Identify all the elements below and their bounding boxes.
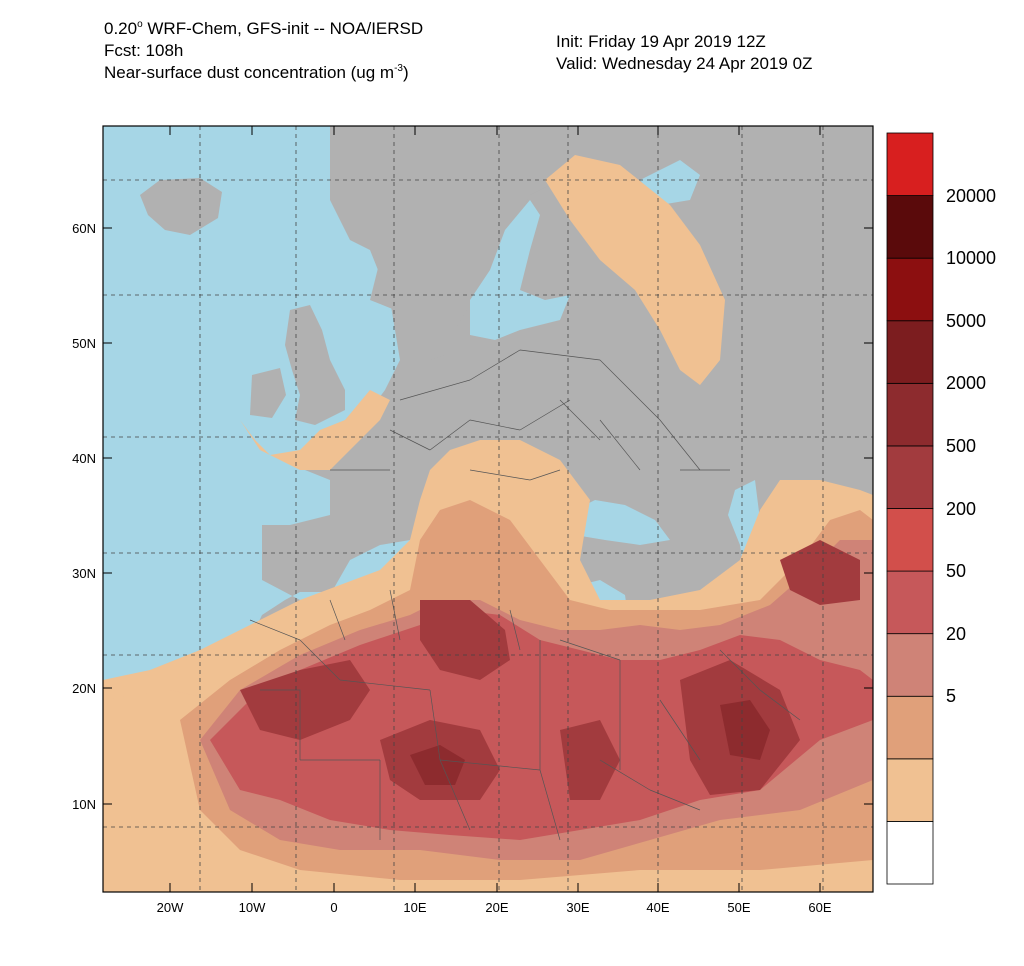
lat-label: 30N bbox=[72, 566, 96, 581]
dust-level-2000-chad bbox=[410, 745, 465, 785]
latitude-ticks: 60N 50N 40N 30N 20N 10N bbox=[72, 221, 873, 812]
colorbar-segment bbox=[886, 320, 934, 384]
colorbar-segment bbox=[886, 132, 934, 196]
longitude-ticks: 20W 10W 0 10E 20E 30E 40E 50E 60E bbox=[157, 126, 832, 915]
border-lines bbox=[330, 349, 730, 481]
dust-level-500-sahara bbox=[240, 660, 370, 740]
lat-label: 40N bbox=[72, 451, 96, 466]
colorbar bbox=[886, 132, 934, 885]
lon-label: 50E bbox=[727, 900, 750, 915]
header-right: Init: Friday 19 Apr 2019 12Z Valid: Wedn… bbox=[556, 31, 812, 75]
dust-level-500-iran bbox=[780, 540, 860, 605]
colorbar-label: 20 bbox=[946, 623, 967, 644]
map-field bbox=[103, 126, 873, 892]
lon-label: 20E bbox=[485, 900, 508, 915]
colorbar-segment bbox=[886, 821, 934, 885]
dust-level-2000-arabia bbox=[720, 700, 770, 760]
colorbar-segment bbox=[886, 758, 934, 822]
dust-level-5-russia bbox=[545, 155, 725, 385]
valid-time: Valid: Wednesday 24 Apr 2019 0Z bbox=[556, 54, 813, 73]
lon-label: 10W bbox=[239, 900, 266, 915]
lat-label: 50N bbox=[72, 336, 96, 351]
graticule bbox=[103, 126, 873, 892]
lon-label: 20W bbox=[157, 900, 184, 915]
dust-level-500-sudan bbox=[560, 720, 620, 800]
colorbar-segment bbox=[886, 695, 934, 760]
sea-black bbox=[565, 500, 670, 545]
colorbar-label: 5 bbox=[946, 686, 957, 707]
lon-label: 10E bbox=[403, 900, 426, 915]
init-time: Init: Friday 19 Apr 2019 12Z bbox=[556, 32, 766, 51]
land-britain bbox=[285, 305, 345, 425]
dust-level-500-libya bbox=[420, 600, 510, 680]
colorbar-segment bbox=[886, 382, 934, 447]
lon-label: 60E bbox=[808, 900, 831, 915]
land-iceland bbox=[140, 178, 222, 235]
colorbar-label: 2000 bbox=[946, 373, 987, 394]
colorbar-segment bbox=[886, 257, 934, 322]
lon-label: 0 bbox=[330, 900, 337, 915]
colorbar-label: 20000 bbox=[946, 185, 997, 206]
header-left: 0.20o WRF-Chem, GFS-init -- NOA/IERSD Fc… bbox=[104, 18, 423, 84]
colorbar-segment bbox=[886, 195, 934, 259]
border-lines bbox=[249, 589, 801, 841]
lat-label: 60N bbox=[72, 221, 96, 236]
variable-title: Near-surface dust concentration (ug m-3) bbox=[104, 63, 409, 82]
colorbar-label: 200 bbox=[946, 498, 977, 519]
dust-level-5-westeurope bbox=[240, 390, 390, 470]
lat-label: 10N bbox=[72, 797, 96, 812]
map-frame bbox=[102, 125, 874, 893]
colorbar-segment bbox=[886, 633, 934, 697]
lon-label: 40E bbox=[646, 900, 669, 915]
colorbar-segment bbox=[886, 445, 934, 509]
colorbar-label: 500 bbox=[946, 435, 977, 456]
colorbar-label: 10000 bbox=[946, 248, 997, 269]
country-borders bbox=[249, 349, 801, 841]
forecast-hour: Fcst: 108h bbox=[104, 41, 184, 60]
land-ireland bbox=[250, 368, 286, 418]
colorbar-segment bbox=[886, 570, 934, 635]
colorbar-segment bbox=[886, 508, 934, 572]
lat-label: 20N bbox=[72, 681, 96, 696]
colorbar-label: 5000 bbox=[946, 310, 987, 331]
model-title: 0.20o WRF-Chem, GFS-init -- NOA/IERSD bbox=[104, 19, 424, 38]
colorbar-label: 50 bbox=[946, 561, 967, 582]
dust-concentration bbox=[103, 155, 873, 892]
land-scandinavia bbox=[370, 130, 560, 360]
sea-baltic bbox=[470, 200, 570, 340]
lon-label: 30E bbox=[566, 900, 589, 915]
